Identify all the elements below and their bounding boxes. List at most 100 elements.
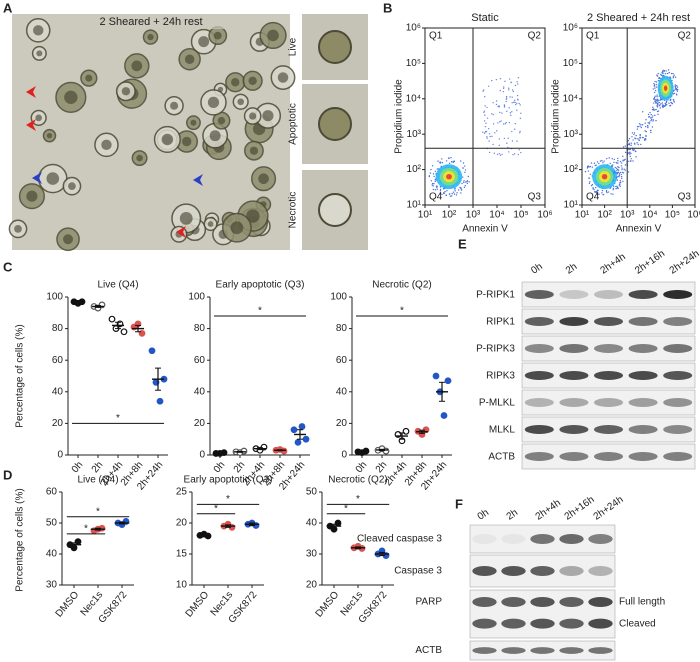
- x-tick-label: 10¹: [418, 210, 433, 221]
- x-tick-label: 2h: [90, 460, 106, 476]
- event-dot: [615, 167, 618, 169]
- event-dot: [649, 117, 652, 119]
- event-dot: [675, 88, 677, 91]
- inset-label: Apoptotic: [288, 103, 299, 145]
- event-dot: [430, 180, 432, 182]
- event-dot: [641, 111, 644, 113]
- event-dot: [618, 175, 620, 178]
- event-dot: [456, 192, 458, 194]
- y-tick-label: 10: [176, 580, 188, 591]
- event-dot: [643, 139, 646, 141]
- event-dot: [464, 169, 467, 171]
- event-dot: [623, 168, 625, 170]
- event-dot: [651, 126, 654, 128]
- event-dot: [514, 84, 517, 87]
- event-dot: [660, 103, 662, 105]
- event-dot: [630, 152, 632, 155]
- event-dot: [657, 100, 659, 102]
- event-dot: [673, 100, 675, 102]
- event-dot: [434, 180, 436, 183]
- y-tick-label: 10²: [564, 164, 579, 175]
- event-dot: [621, 177, 623, 180]
- event-dot: [655, 108, 657, 111]
- event-dot: [514, 128, 516, 130]
- event-dot: [648, 121, 651, 123]
- event-dot: [593, 162, 596, 164]
- event-dot: [432, 188, 434, 191]
- event-dot: [601, 192, 603, 194]
- event-dot: [622, 180, 624, 183]
- event-dot: [436, 188, 438, 190]
- band: [559, 618, 584, 629]
- event-dot: [457, 189, 460, 191]
- band: [472, 597, 497, 607]
- cell-core: [181, 136, 192, 147]
- event-dot: [612, 185, 615, 187]
- event-dot: [515, 103, 517, 106]
- y-tick-label: 60: [52, 355, 64, 366]
- event-dot: [492, 102, 494, 104]
- x-tick-label: 2h: [232, 460, 248, 476]
- event-dot: [616, 186, 619, 189]
- event-dot: [654, 114, 656, 117]
- event-dot: [619, 171, 622, 174]
- lane-label: 2h: [505, 507, 520, 522]
- event-dot: [499, 154, 502, 157]
- cell-core: [170, 101, 179, 110]
- event-dot: [624, 145, 627, 147]
- x-tick-label: 10²: [442, 210, 457, 221]
- event-dot: [620, 165, 623, 167]
- x-tick-label: 10³: [620, 210, 635, 221]
- event-dot: [673, 101, 676, 103]
- event-dot: [596, 192, 599, 194]
- event-dot: [665, 100, 668, 103]
- event-dot: [595, 191, 597, 194]
- event-dot: [439, 191, 442, 193]
- quadrant-label: Q3: [528, 192, 542, 203]
- event-dot: [498, 106, 500, 108]
- event-dot: [464, 184, 466, 187]
- band: [663, 290, 693, 299]
- band: [588, 618, 613, 629]
- event-dot: [491, 113, 493, 115]
- event-dot: [622, 146, 625, 148]
- event-dot: [617, 160, 619, 162]
- event-dot: [483, 110, 486, 112]
- y-tick-label: 0: [341, 450, 347, 461]
- event-dot: [498, 144, 501, 147]
- band: [524, 452, 554, 461]
- event-dot: [641, 124, 644, 126]
- event-dot: [520, 151, 522, 154]
- event-dot: [510, 81, 512, 84]
- event-dot: [656, 99, 658, 101]
- significance-star: *: [344, 503, 348, 514]
- data-point: [302, 435, 310, 443]
- x-tick-label: 10⁵: [513, 210, 528, 221]
- cell-core: [231, 78, 240, 87]
- band: [663, 398, 693, 407]
- event-dot: [587, 170, 590, 172]
- event-dot: [454, 188, 456, 190]
- y-axis-label: Percentage of cells (%): [15, 324, 26, 427]
- band: [593, 371, 624, 380]
- event-dot: [428, 175, 431, 177]
- event-dot: [627, 139, 630, 142]
- event-dot: [665, 70, 667, 72]
- event-dot: [661, 102, 664, 104]
- band: [663, 425, 693, 434]
- band: [501, 534, 526, 544]
- event-dot: [584, 171, 587, 173]
- y-tick-label: 10³: [564, 129, 579, 140]
- y-tick-label: 20: [306, 580, 318, 591]
- event-dot: [506, 142, 508, 144]
- band: [524, 344, 554, 353]
- event-dot: [512, 90, 515, 93]
- event-dot: [445, 160, 448, 162]
- event-dot: [483, 111, 485, 114]
- band: [530, 566, 555, 576]
- event-dot: [653, 96, 656, 99]
- event-dot: [514, 101, 516, 104]
- event-dot: [452, 191, 455, 193]
- band: [628, 398, 658, 407]
- row-label: Caspase 3: [394, 566, 442, 577]
